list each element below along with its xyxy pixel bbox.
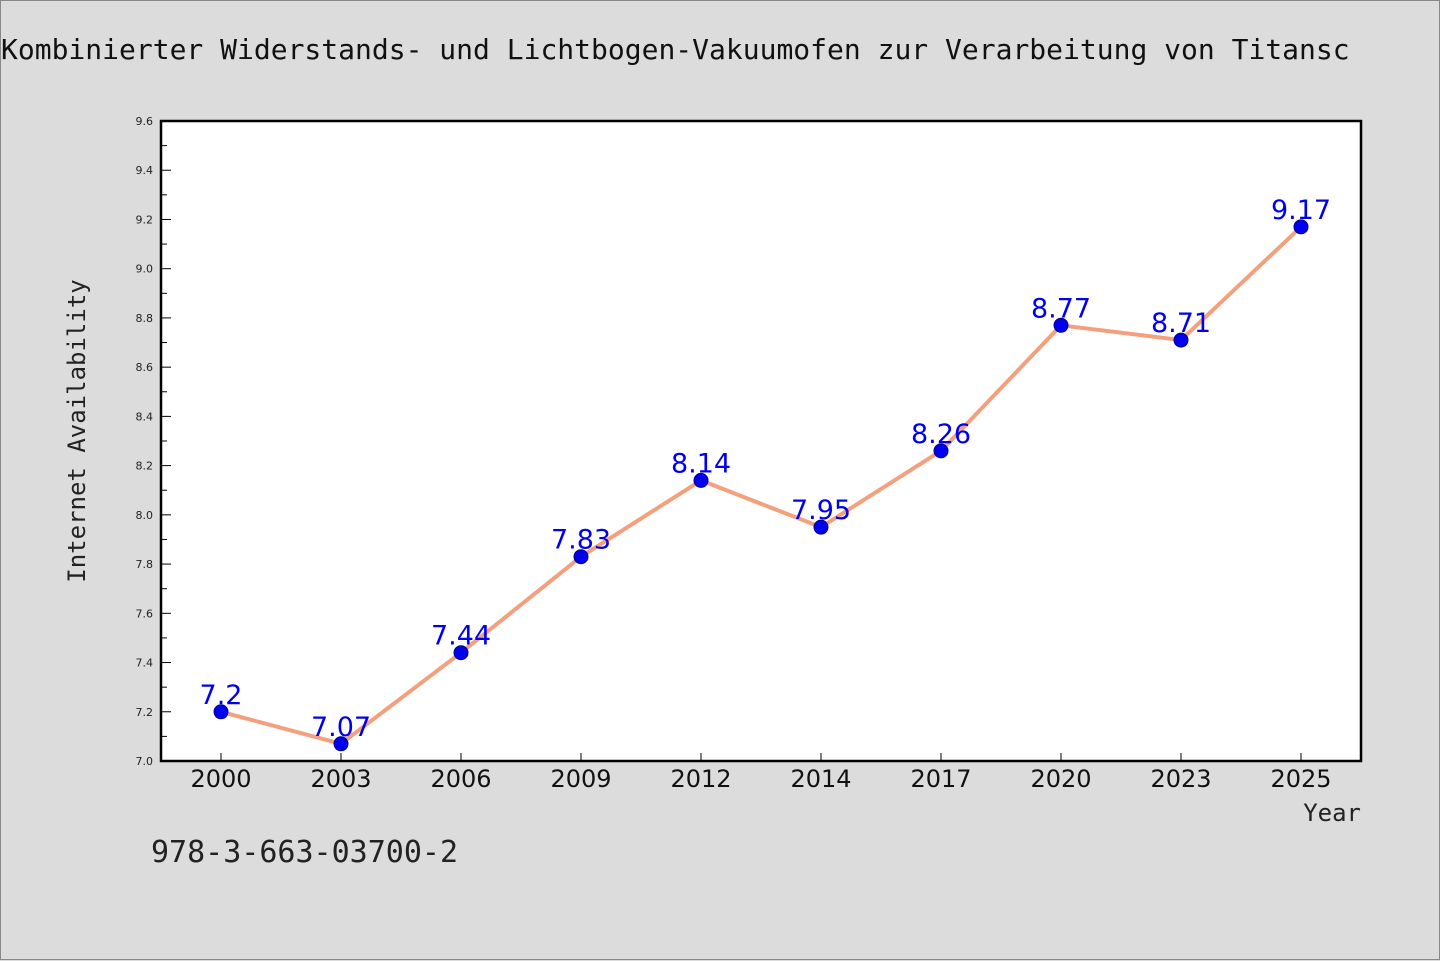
y-tick-label: 8.8	[136, 312, 154, 325]
plot-frame	[159, 119, 1363, 763]
data-point	[333, 736, 349, 752]
x-tick-label: 2012	[670, 765, 731, 793]
x-tick-label: 2009	[550, 765, 611, 793]
data-label: 8.14	[671, 448, 731, 479]
data-point	[573, 549, 589, 565]
x-tick-label: 2006	[430, 765, 491, 793]
y-tick-label: 7.6	[136, 607, 154, 620]
x-tick-label: 2014	[790, 765, 851, 793]
y-tick-label: 7.2	[136, 706, 154, 719]
y-tick-label: 9.4	[136, 164, 154, 177]
data-point	[693, 472, 709, 488]
data-point	[933, 443, 949, 459]
data-point	[213, 704, 229, 720]
x-tick-label: 2023	[1150, 765, 1211, 793]
chart-title: Kombinierter Widerstands- und Lichtbogen…	[1, 33, 1350, 66]
y-tick-label: 8.4	[136, 410, 154, 423]
x-tick-label: 2020	[1030, 765, 1091, 793]
x-tick-label: 2017	[910, 765, 971, 793]
data-label: 7.95	[791, 495, 851, 526]
series-line	[220, 225, 1303, 746]
y-axis-label: Internet Availability	[63, 279, 91, 582]
data-point	[1053, 317, 1069, 333]
x-axis-label: Year	[1303, 799, 1361, 827]
y-tick-label: 8.6	[136, 361, 154, 374]
y-tick-label: 9.6	[136, 115, 154, 128]
data-label: 9.17	[1271, 195, 1331, 226]
data-label: 7.44	[431, 621, 491, 652]
data-point	[1173, 332, 1189, 348]
data-point	[1293, 219, 1309, 235]
y-tick-label: 9.0	[136, 263, 154, 276]
x-tick-label: 2025	[1270, 765, 1331, 793]
x-tick-label: 2000	[190, 765, 251, 793]
data-label: 8.77	[1031, 293, 1091, 324]
y-tick-label: 9.2	[136, 213, 154, 226]
data-label: 7.83	[551, 525, 611, 556]
y-tick-label: 7.8	[136, 558, 154, 571]
data-label: 8.71	[1151, 308, 1211, 339]
data-label: 8.26	[911, 419, 971, 450]
isbn-text: 978-3-663-03700-2	[151, 835, 459, 870]
y-tick-label: 8.0	[136, 509, 154, 522]
y-tick-label: 8.2	[136, 460, 154, 473]
data-label: 7.07	[311, 712, 371, 743]
data-point	[813, 519, 829, 535]
x-tick-label: 2003	[310, 765, 371, 793]
plot-area	[161, 121, 1361, 761]
data-point	[453, 645, 469, 661]
data-label: 7.2	[200, 680, 243, 711]
y-tick-label: 7.0	[136, 755, 154, 768]
y-tick-label: 7.4	[136, 657, 154, 670]
